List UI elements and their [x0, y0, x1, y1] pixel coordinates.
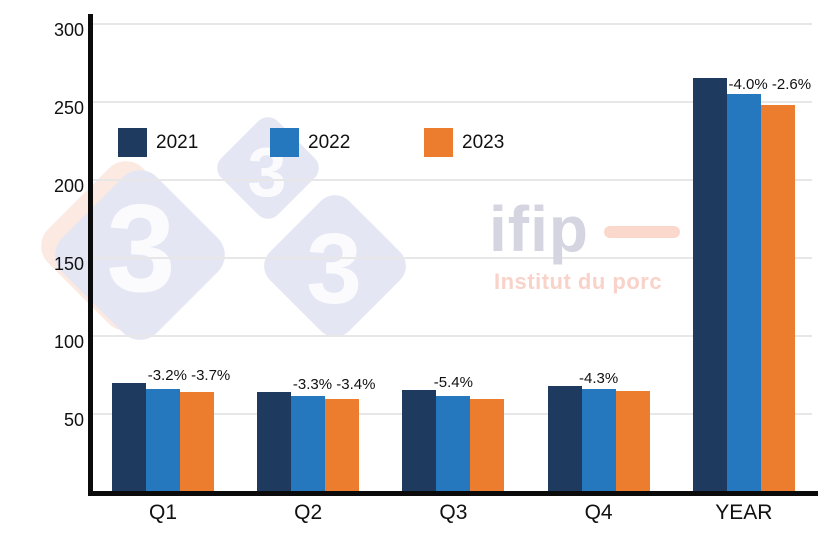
pct-change-label-q3: -5.4% [433, 374, 473, 392]
pct-change-label-q2: -3.3% -3.4% [292, 375, 376, 393]
legend-swatch-2022 [270, 128, 299, 157]
gridline-300 [93, 22, 812, 25]
y-tick-label-50: 50 [63, 409, 84, 430]
watermark-three-glyph: 3 [106, 180, 176, 318]
x-category-label-q4: Q4 [584, 501, 613, 524]
legend-item-2022: 2022 [270, 128, 350, 157]
y-tick-label-200: 200 [53, 175, 84, 196]
y-tick-label-300: 300 [53, 19, 84, 40]
pct-change-label-q1: -3.2% -3.7% [147, 367, 231, 385]
bar-year-2021 [692, 78, 727, 494]
x-category-label-q2: Q2 [294, 501, 323, 524]
ifip-dash [604, 226, 680, 238]
legend-label: 2021 [156, 131, 199, 153]
gridline-250 [93, 100, 812, 103]
bar-q4-2022 [581, 389, 616, 494]
x-axis-line [88, 491, 818, 496]
legend-swatch-2021 [118, 128, 147, 157]
watermark-three-glyph: 3 [306, 213, 362, 325]
bar-q2-2022 [291, 395, 326, 494]
y-tick-label-100: 100 [53, 331, 84, 352]
bar-q2-2021 [257, 391, 292, 494]
bar-q4-2023 [615, 390, 650, 494]
bar-q3-2021 [402, 390, 437, 494]
pct-change-label-q4: -4.3% [579, 370, 619, 388]
y-tick-label-150: 150 [53, 253, 84, 274]
bar-q2-2023 [325, 399, 360, 494]
ifip-subtext: Institut du porc [494, 269, 663, 294]
bar-q1-2023 [180, 392, 214, 494]
x-category-label-year: YEAR [715, 501, 773, 524]
gridline-200 [93, 178, 812, 181]
x-category-label-q1: Q1 [148, 501, 177, 524]
legend-swatch-2023 [424, 128, 453, 157]
pct-change-label-year: -4.0% -2.6% [728, 76, 812, 94]
bar-year-2023 [760, 104, 795, 494]
ifip-wordmark: ifip [489, 193, 589, 265]
legend-item-2021: 2021 [118, 128, 198, 157]
y-tick-label-250: 250 [53, 97, 84, 118]
gridline-150 [93, 256, 812, 259]
legend-label: 2022 [308, 131, 351, 153]
gridline-100 [93, 334, 812, 337]
bar-year-2022 [726, 94, 761, 494]
legend-item-2023: 2023 [424, 128, 504, 157]
bar-q3-2023 [470, 398, 505, 494]
bar-q1-2022 [146, 389, 180, 494]
x-category-label-q3: Q3 [439, 501, 468, 524]
y-axis-line [88, 14, 93, 496]
legend-label: 2023 [462, 131, 505, 153]
bar-q3-2022 [436, 396, 471, 494]
bar-q4-2021 [547, 386, 582, 494]
bar-q1-2021 [112, 383, 146, 494]
